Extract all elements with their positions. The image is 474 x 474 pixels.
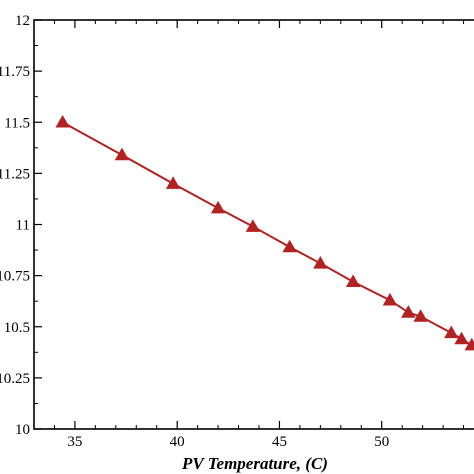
y-tick-label: 10 [15,422,30,438]
data-point-marker [345,274,361,288]
data-point-marker [245,219,261,232]
data-point-marker [313,256,328,269]
data-point-marker [401,305,416,318]
data-point-marker [454,331,469,345]
data-point-marker [165,176,181,189]
data-point-marker [282,239,297,253]
x-tick-label: 40 [170,434,185,450]
data-point-marker [444,325,459,339]
y-tick-label: 11.25 [0,166,30,182]
y-tick-label: 11 [16,218,30,234]
y-tick-label: 12 [15,13,30,29]
x-tick-label: 50 [374,434,389,450]
data-point-marker [464,337,474,351]
data-point-marker [210,200,226,214]
y-tick-label: 11.5 [4,115,30,131]
series-layer [55,114,474,351]
x-tick-label: 35 [67,434,82,450]
y-tick-label: 10.5 [4,320,30,336]
axes: 35404550551010.2510.510.751111.2511.511.… [0,13,474,450]
data-point-marker [413,309,428,322]
data-point-marker [114,147,130,161]
y-tick-label: 10.75 [0,269,30,285]
x-axis-title: PV Temperature, (C) [181,454,328,473]
y-tick-label: 10.25 [0,371,30,387]
x-tick-label: 45 [272,434,287,450]
data-point-marker [382,292,398,306]
series-line [62,121,473,347]
data-point-marker [55,114,70,128]
y-tick-label: 11.75 [0,64,30,80]
